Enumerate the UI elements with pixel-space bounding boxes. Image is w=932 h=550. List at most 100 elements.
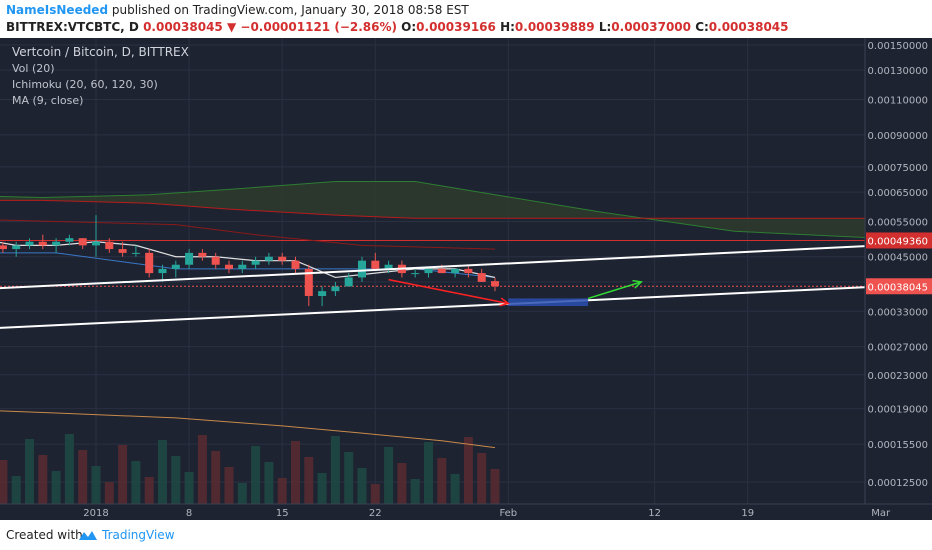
candle-body	[291, 260, 300, 269]
candle-body	[238, 264, 247, 269]
legend-ma[interactable]: MA (9, close)	[12, 94, 83, 107]
candle-body	[491, 281, 499, 287]
volume-bar	[304, 457, 314, 504]
low-label: L:	[598, 20, 612, 34]
y-tick-label: 0.00065000	[868, 188, 928, 199]
volume-bar	[224, 467, 234, 504]
x-tick-label: 15	[276, 508, 289, 519]
volume-bar	[291, 441, 300, 504]
volume-bar	[78, 450, 88, 504]
header: NameIsNeeded published on TradingView.co…	[0, 0, 932, 38]
candle-body	[384, 264, 393, 269]
candle-body	[318, 291, 327, 296]
candle-body	[12, 245, 21, 250]
close-value: 0.00038045	[708, 20, 789, 34]
close-label: C:	[695, 20, 709, 34]
legend-volume[interactable]: Vol (20)	[12, 62, 55, 75]
y-tick-label: 0.00027000	[868, 343, 928, 354]
candle-body	[105, 241, 114, 250]
candle-body	[0, 245, 7, 250]
cloud-upper-line	[0, 181, 881, 239]
cloud-lower-line	[0, 199, 881, 219]
volume-bar	[118, 445, 128, 504]
candle-body	[371, 260, 380, 269]
volume-bar	[463, 437, 473, 504]
cloud-area	[0, 181, 881, 239]
candle-body	[477, 273, 486, 282]
candle-body	[78, 238, 87, 246]
candle-body	[145, 252, 154, 274]
volume-bar	[277, 478, 287, 504]
volume-bar	[0, 460, 8, 504]
price-chart[interactable]: 0.00150000 0.00130000 0.00110000 0.00090000…	[0, 38, 932, 520]
candle-body	[65, 238, 74, 242]
arrow-up	[587, 281, 642, 300]
time-axis[interactable]	[0, 504, 932, 520]
volume-bar	[131, 461, 141, 504]
y-tick-label: 0.00130000	[868, 66, 928, 77]
author-link[interactable]: NameIsNeeded	[6, 3, 109, 17]
volume-ma-line	[0, 410, 496, 449]
candle-body	[264, 256, 273, 261]
drawings	[0, 244, 881, 329]
volume-bar	[184, 472, 194, 504]
x-tick-label: Mar	[871, 508, 891, 519]
ichimoku-cloud	[0, 181, 881, 239]
volume-bar	[490, 469, 500, 504]
open-value: 0.00039166	[416, 20, 496, 34]
last-price: 0.00038045	[143, 20, 223, 34]
volume-bar	[251, 446, 261, 504]
volume-bar	[197, 435, 207, 504]
volume-bar	[144, 477, 154, 504]
volume-bars	[0, 434, 500, 504]
volume-bar	[424, 442, 433, 504]
volume-bar	[211, 451, 221, 504]
candle-body	[464, 268, 473, 274]
x-tick-label: 12	[648, 508, 661, 519]
arrow-down	[388, 278, 509, 305]
price-axis[interactable]	[865, 38, 932, 504]
volume-bar	[237, 483, 247, 504]
down-arrow-icon: ▼	[226, 20, 237, 34]
base-line	[0, 219, 496, 250]
volume-bar	[64, 434, 74, 504]
y-tick-label: 0.00150000	[868, 41, 928, 52]
y-tick-label: 0.00045000	[868, 253, 928, 264]
volume-bar	[437, 458, 447, 504]
candle-body	[25, 241, 34, 246]
candle-body	[211, 256, 220, 265]
candle-body	[118, 249, 127, 253]
volume-bar	[330, 436, 340, 504]
x-tick-label: Feb	[499, 508, 517, 519]
quote-line: BITTREX:VTCBTC, D 0.00038045 ▼ −0.000011…	[6, 20, 789, 34]
resistance-price-tag: 0.00049360	[868, 236, 928, 247]
price-change: −0.00001121 (−2.86%)	[240, 20, 397, 34]
x-tick-label: 8	[186, 508, 192, 519]
candle-body	[437, 268, 446, 274]
x-tick-label: 19	[741, 508, 754, 519]
candle-body	[278, 256, 287, 261]
footer: Created with TradingView	[0, 520, 932, 550]
high-value: 0.00039889	[514, 20, 595, 34]
open-label: O:	[401, 20, 417, 34]
y-tick-label: 0.00075000	[868, 163, 928, 174]
tradingview-logo-icon	[79, 531, 97, 540]
x-tick-label: 2018	[83, 508, 108, 519]
y-tick-label: 0.00023000	[868, 371, 928, 382]
volume-bar	[91, 466, 101, 504]
publish-text: published on TradingView.com, January 30…	[111, 3, 469, 17]
candle-body	[251, 260, 260, 265]
volume-bar	[264, 462, 274, 504]
candle-body	[131, 252, 140, 254]
candle-body	[358, 260, 366, 278]
legend-ichimoku[interactable]: Ichimoku (20, 60, 120, 30)	[12, 78, 158, 91]
candle-body	[424, 268, 433, 274]
symbol: BITTREX:VTCBTC, D	[6, 20, 139, 34]
candle-body	[331, 286, 340, 292]
created-with: Created with	[6, 528, 83, 542]
candle-body	[198, 252, 207, 257]
tradingview-link[interactable]: TradingView	[102, 528, 175, 542]
volume-bar	[450, 474, 460, 504]
volume-bar	[25, 439, 34, 504]
